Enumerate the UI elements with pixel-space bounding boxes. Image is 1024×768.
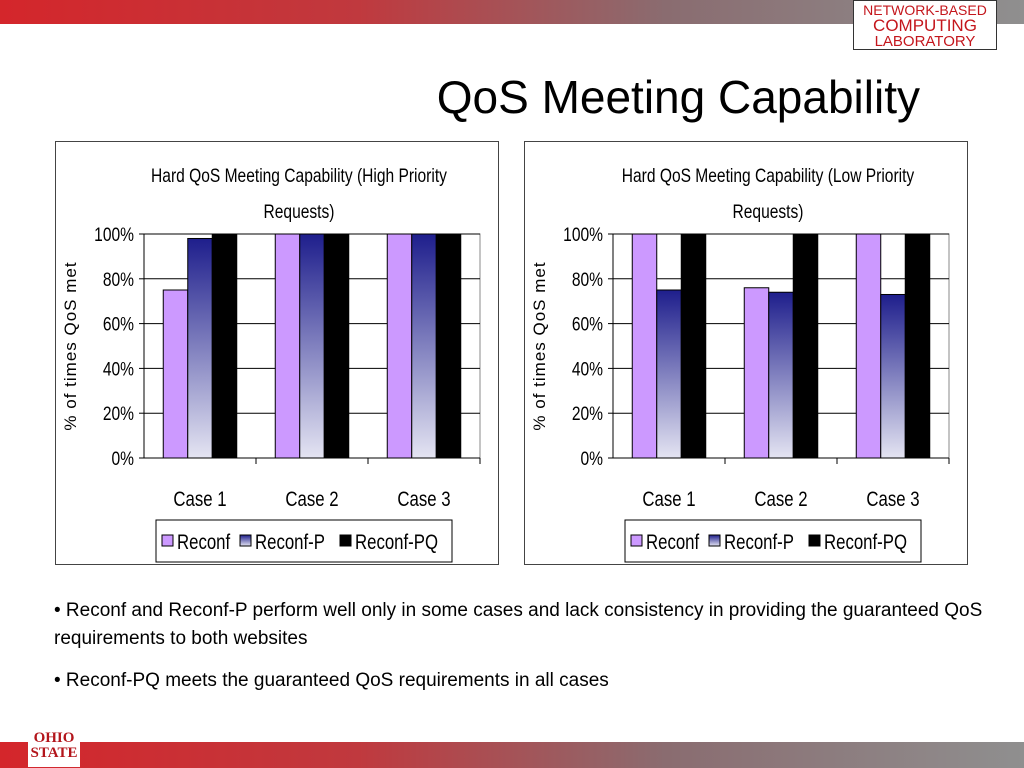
legend-label-reconf: Reconf xyxy=(177,531,231,554)
legend-swatch-reconf xyxy=(630,534,643,547)
chart-low-priority-svg: Hard QoS Meeting Capability (Low Priorit… xyxy=(530,165,950,563)
bar-reconf-p-case-1 xyxy=(656,289,682,459)
legend-swatch-reconf xyxy=(161,534,174,547)
legend-swatch-reconf-p xyxy=(708,534,721,547)
slide-title: QoS Meeting Capability xyxy=(436,71,920,123)
x-tick-label: Case 2 xyxy=(754,488,807,511)
bar-reconf-case-1 xyxy=(631,233,658,459)
y-tick-label: 80% xyxy=(103,268,134,290)
bullet-item-1: • Reconf and Reconf-P perform well only … xyxy=(54,600,983,649)
y-tick-label: 60% xyxy=(572,313,603,335)
bar-reconf-pq-case-1 xyxy=(680,233,707,459)
bar-reconf-p-case-2 xyxy=(768,291,794,459)
lab-logo-line-3: LABORATORY xyxy=(874,33,976,50)
chart-title-line-1: Hard QoS Meeting Capability (Low Priorit… xyxy=(622,165,915,187)
ohio-state-logo: OHIO STATE xyxy=(28,727,80,767)
bar-reconf-case-1 xyxy=(162,289,189,459)
legend-swatch-reconf-pq xyxy=(339,534,352,547)
bullet-item-2: • Reconf-PQ meets the guaranteed QoS req… xyxy=(54,670,609,691)
legend-label-reconf-p: Reconf-P xyxy=(255,531,325,554)
chart-low-priority: Hard QoS Meeting Capability (Low Priorit… xyxy=(524,141,968,565)
bar-reconf-pq-case-2 xyxy=(792,233,819,459)
y-tick-label: 0% xyxy=(111,448,134,470)
y-axis-label: % of times QoS met xyxy=(61,261,80,430)
bar-reconf-case-3 xyxy=(855,233,882,459)
legend-label-reconf-pq: Reconf-PQ xyxy=(824,531,907,554)
y-tick-label: 80% xyxy=(572,268,603,290)
lab-logo-line-1: NETWORK-BASED xyxy=(863,2,987,18)
x-tick-label: Case 3 xyxy=(866,488,919,511)
bar-reconf-case-3 xyxy=(386,233,413,459)
osu-logo-line-2: STATE xyxy=(30,745,78,761)
bar-reconf-p-case-2 xyxy=(299,233,325,459)
lab-logo-line-2: COMPUTING xyxy=(873,16,977,35)
legend-swatch-reconf-p xyxy=(239,534,252,547)
x-tick-label: Case 1 xyxy=(642,488,695,511)
bar-reconf-p-case-3 xyxy=(880,293,906,459)
chart-high-priority-svg: Hard QoS Meeting Capability (High Priori… xyxy=(61,165,481,563)
y-tick-label: 20% xyxy=(103,403,134,425)
y-tick-label: 40% xyxy=(103,358,134,380)
bullet-list: • Reconf and Reconf-P perform well only … xyxy=(54,597,984,709)
legend-swatch-reconf-pq xyxy=(808,534,821,547)
y-tick-label: 100% xyxy=(563,224,603,246)
y-tick-label: 40% xyxy=(572,358,603,380)
chart-title-line-2: Requests) xyxy=(733,201,804,223)
network-based-computing-lab-logo: NETWORK-BASED COMPUTING LABORATORY xyxy=(853,0,997,50)
legend-label-reconf: Reconf xyxy=(646,531,700,554)
x-tick-label: Case 1 xyxy=(173,488,226,511)
y-tick-label: 100% xyxy=(94,224,134,246)
y-axis-label: % of times QoS met xyxy=(530,261,549,430)
legend-label-reconf-pq: Reconf-PQ xyxy=(355,531,438,554)
chart-title-line-2: Requests) xyxy=(264,201,335,223)
bar-reconf-pq-case-3 xyxy=(904,233,931,459)
chart-title-line-1: Hard QoS Meeting Capability (High Priori… xyxy=(151,165,447,187)
x-tick-label: Case 2 xyxy=(285,488,338,511)
y-tick-label: 60% xyxy=(103,313,134,335)
legend-box xyxy=(155,519,453,563)
x-tick-label: Case 3 xyxy=(397,488,450,511)
bar-reconf-pq-case-2 xyxy=(323,233,350,459)
bar-reconf-pq-case-3 xyxy=(435,233,462,459)
legend-box xyxy=(624,519,922,563)
y-tick-label: 20% xyxy=(572,403,603,425)
bar-reconf-p-case-1 xyxy=(187,237,213,459)
bar-reconf-case-2 xyxy=(743,287,770,459)
bottom-banner xyxy=(0,742,1024,768)
osu-logo-line-1: OHIO xyxy=(33,730,75,746)
chart-high-priority: Hard QoS Meeting Capability (High Priori… xyxy=(55,141,499,565)
bar-reconf-case-2 xyxy=(274,233,301,459)
bar-reconf-pq-case-1 xyxy=(211,233,238,459)
y-tick-label: 0% xyxy=(580,448,603,470)
bar-reconf-p-case-3 xyxy=(411,233,437,459)
legend-label-reconf-p: Reconf-P xyxy=(724,531,794,554)
